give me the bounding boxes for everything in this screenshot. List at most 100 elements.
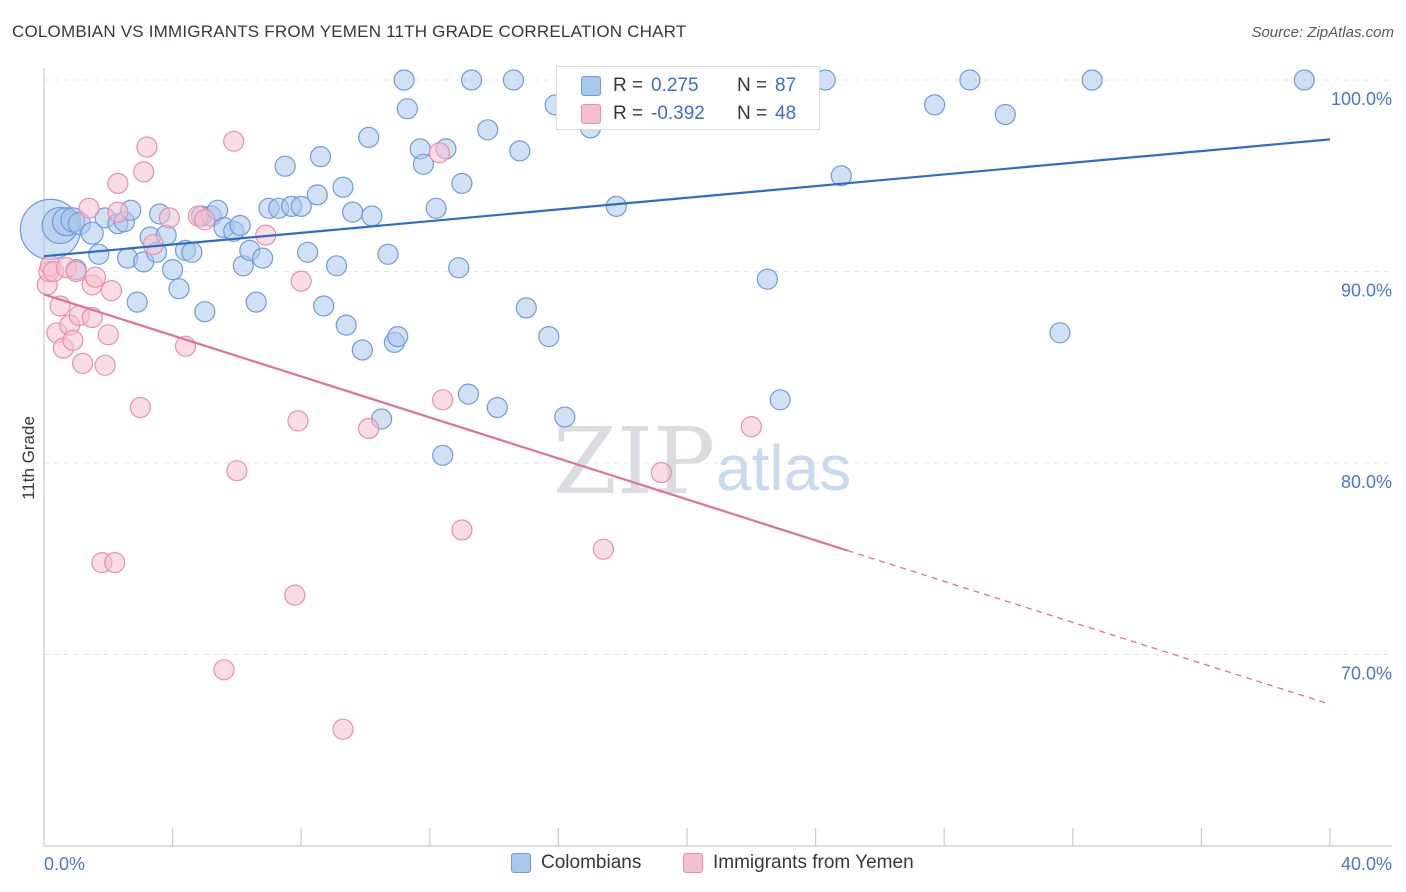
x-tick-label: 0.0% <box>44 854 85 874</box>
y-tick-label: 90.0% <box>1341 281 1392 301</box>
legend-item-yemen[interactable]: Immigrants from Yemen <box>683 852 914 874</box>
colombians-point <box>358 126 380 148</box>
colombians-point <box>326 255 348 277</box>
colombians-point <box>245 291 267 313</box>
yemen-point <box>451 519 473 541</box>
yemen-point <box>194 209 216 231</box>
legend-row-yemen: R = -0.392 N = 48 <box>581 102 796 126</box>
colombians-point <box>393 69 415 91</box>
colombians-point <box>313 295 335 317</box>
colombians-point <box>461 69 483 91</box>
yemen-point <box>78 197 100 219</box>
colombians-point <box>361 205 383 227</box>
colombians-point <box>448 257 470 279</box>
colombians-point <box>88 243 110 265</box>
colombians-point <box>432 444 454 466</box>
yemen-trend-line-extension <box>847 549 1331 705</box>
colombians-point <box>342 201 364 223</box>
colombians-point <box>509 140 531 162</box>
yemen-point <box>104 551 126 574</box>
legend-row-colombians: R = 0.275 N = 87 <box>581 74 796 98</box>
colombians-point <box>162 259 184 281</box>
legend-label-colombians: Colombians <box>541 852 642 873</box>
yemen-point <box>129 396 151 419</box>
colombians-trend-line <box>43 138 1331 258</box>
legend-n-label: N = <box>737 75 768 96</box>
colombians-point <box>994 103 1016 126</box>
colombians-point <box>309 146 332 168</box>
yemen-point <box>107 201 129 223</box>
yemen-point <box>65 260 87 283</box>
legend-swatch-pink <box>683 853 703 873</box>
colombians-point <box>274 155 296 177</box>
series-yemen-points <box>36 130 762 740</box>
yemen-point <box>133 161 155 183</box>
watermark-zip: ZIP <box>553 408 715 515</box>
yemen-point <box>290 270 312 292</box>
yemen-point <box>136 136 158 158</box>
watermark: ZIP atlas <box>553 408 851 515</box>
colombians-point <box>377 243 399 265</box>
colombians-point <box>252 247 274 269</box>
colombians-point <box>457 383 479 405</box>
colombians-point <box>290 195 312 217</box>
yemen-point <box>97 324 119 346</box>
legend-item-colombians[interactable]: Colombians <box>511 852 641 874</box>
yemen-point <box>213 659 235 681</box>
colombians-point <box>923 94 946 116</box>
colombians-point <box>335 314 357 336</box>
legend-swatch-pink <box>581 104 601 124</box>
y-axis-label: 11th Grade <box>19 416 38 500</box>
source-credit: Source: ZipAtlas.com <box>1251 24 1394 41</box>
y-tick-label: 80.0% <box>1341 472 1392 492</box>
yemen-point <box>226 460 248 482</box>
yemen-point <box>100 280 123 302</box>
colombians-point <box>194 301 216 323</box>
colombians-point <box>538 326 560 348</box>
yemen-point <box>94 354 116 376</box>
colombians-point <box>168 278 190 300</box>
series-legend: Colombians Immigrants from Yemen <box>0 852 1406 878</box>
axes <box>43 68 1392 847</box>
legend-swatch-blue <box>581 76 601 96</box>
yemen-point <box>428 142 450 164</box>
y-tick-label: 70.0% <box>1341 664 1392 684</box>
colombians-point <box>332 176 354 198</box>
colombians-point <box>515 297 537 319</box>
yemen-point <box>84 266 107 288</box>
colombians-point <box>769 389 791 411</box>
colombians-point <box>425 197 447 219</box>
legend-label-yemen: Immigrants from Yemen <box>713 852 914 873</box>
colombians-point <box>412 153 434 175</box>
yemen-trend-line <box>43 293 849 552</box>
legend-r-value: -0.392 <box>651 103 705 124</box>
legend-n-value: 48 <box>775 103 797 124</box>
yemen-point <box>158 207 180 229</box>
colombians-point <box>502 69 525 91</box>
colombians-point <box>80 221 104 245</box>
legend-n-label: N = <box>737 103 768 124</box>
colombians-point <box>477 119 499 141</box>
colombians-point <box>387 326 409 348</box>
colombians-point <box>959 69 981 91</box>
colombians-point <box>1293 69 1315 91</box>
colombians-point <box>1049 322 1071 344</box>
colombians-point <box>126 291 148 313</box>
legend-n-value: 87 <box>775 75 797 96</box>
colombians-point <box>306 184 328 206</box>
chart-title: COLOMBIAN VS IMMIGRANTS FROM YEMEN 11TH … <box>12 22 687 41</box>
yemen-point <box>592 538 615 560</box>
colombians-point <box>451 172 473 194</box>
colombians-point <box>229 214 251 237</box>
series-colombians-points <box>19 69 1315 466</box>
legend-r-value: 0.275 <box>651 75 699 96</box>
colombians-point <box>830 165 852 187</box>
colombians-point <box>351 339 373 361</box>
colombians-point <box>605 195 627 217</box>
yemen-point <box>650 462 672 484</box>
yemen-point <box>62 329 84 351</box>
watermark-atlas: atlas <box>716 432 851 504</box>
yemen-point <box>740 416 762 438</box>
colombians-point <box>181 241 203 263</box>
